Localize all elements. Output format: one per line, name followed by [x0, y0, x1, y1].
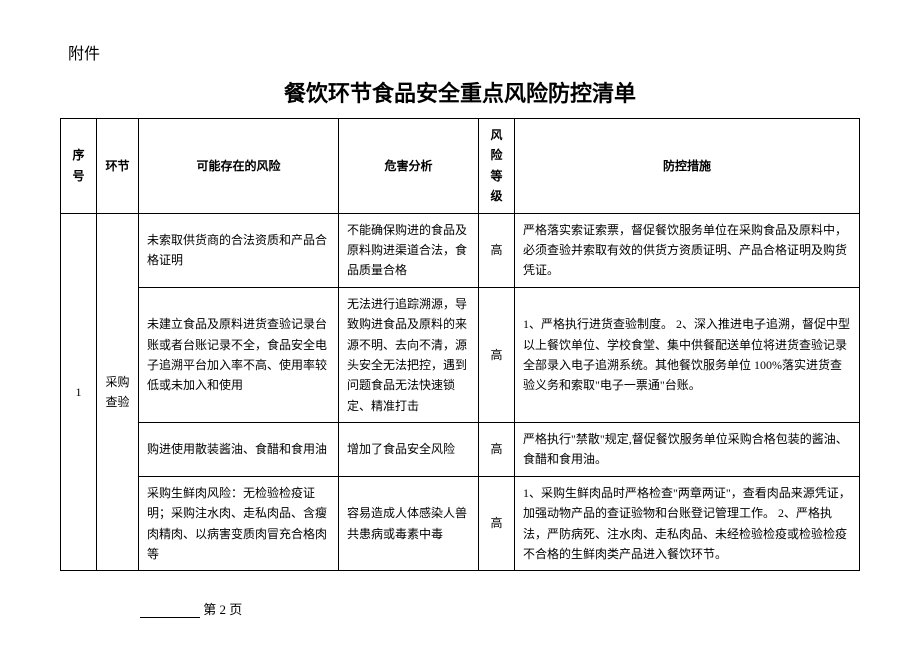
header-level: 风险等级 [479, 119, 515, 214]
cell-risk: 购进使用散装酱油、食醋和食用油 [139, 423, 339, 477]
cell-seq: 1 [61, 213, 97, 571]
table-row: 购进使用散装酱油、食醋和食用油 增加了食品安全风险 高 严格执行"禁散"规定,督… [61, 423, 860, 477]
document-title: 餐饮环节食品安全重点风险防控清单 [60, 76, 860, 108]
table-row: 未建立食品及原料进货查验记录台账或者台账记录不全，食品安全电子追溯平台加入率不高… [61, 287, 860, 422]
cell-level: 高 [479, 476, 515, 571]
page-number: 2 [220, 602, 227, 617]
cell-measure: 1、采购生鲜肉品时严格检查"两章两证"，查看肉品来源凭证，加强动物产品的查证验物… [515, 476, 860, 571]
page-footer: 第 2 页 [60, 599, 860, 618]
cell-risk: 采购生鲜肉风险：无检验检疫证明；采购注水肉、走私肉品、含瘦肉精肉、以病害变质肉冒… [139, 476, 339, 571]
cell-stage: 采购查验 [97, 213, 139, 571]
cell-risk: 未建立食品及原料进货查验记录台账或者台账记录不全，食品安全电子追溯平台加入率不高… [139, 287, 339, 422]
table-row: 采购生鲜肉风险：无检验检疫证明；采购注水肉、走私肉品、含瘦肉精肉、以病害变质肉冒… [61, 476, 860, 571]
page-prefix: 第 [203, 602, 216, 617]
header-risk: 可能存在的风险 [139, 119, 339, 214]
table-header-row: 序号 环节 可能存在的风险 危害分析 风险等级 防控措施 [61, 119, 860, 214]
cell-risk: 未索取供货商的合法资质和产品合格证明 [139, 213, 339, 287]
header-hazard: 危害分析 [339, 119, 479, 214]
cell-measure: 严格执行"禁散"规定,督促餐饮服务单位采购合格包装的酱油、食醋和食用油。 [515, 423, 860, 477]
header-measure: 防控措施 [515, 119, 860, 214]
header-stage: 环节 [97, 119, 139, 214]
table-row: 1 采购查验 未索取供货商的合法资质和产品合格证明 不能确保购进的食品及原料购进… [61, 213, 860, 287]
cell-hazard: 增加了食品安全风险 [339, 423, 479, 477]
cell-measure: 1、严格执行进货查验制度。 2、深入推进电子追溯，督促中型以上餐饮单位、学校食堂… [515, 287, 860, 422]
cell-measure: 严格落实索证索票，督促餐饮服务单位在采购食品及原料中，必须查验并索取有效的供货方… [515, 213, 860, 287]
page-suffix: 页 [229, 602, 242, 617]
cell-level: 高 [479, 287, 515, 422]
cell-hazard: 无法进行追踪溯源，导致购进食品及原料的来源不明、去向不清，源头安全无法把控，遇到… [339, 287, 479, 422]
cell-level: 高 [479, 423, 515, 477]
header-seq: 序号 [61, 119, 97, 214]
risk-table: 序号 环节 可能存在的风险 危害分析 风险等级 防控措施 1 采购查验 未索取供… [60, 118, 860, 571]
cell-level: 高 [479, 213, 515, 287]
cell-hazard: 不能确保购进的食品及原料购进渠道合法，食品质量合格 [339, 213, 479, 287]
cell-hazard: 容易造成人体感染人兽共患病或毒素中毒 [339, 476, 479, 571]
attachment-label: 附件 [68, 40, 860, 64]
